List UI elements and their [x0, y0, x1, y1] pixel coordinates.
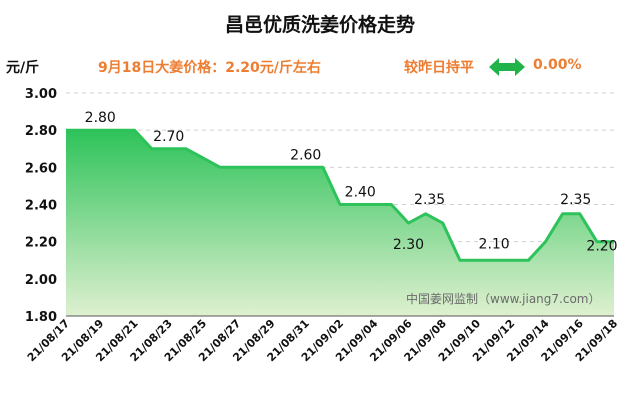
data-label: 2.10 [479, 236, 510, 252]
data-labels: 2.80 2.70 2.60 2.40 2.30 2.35 2.10 2.35 2.20 [85, 110, 618, 255]
comparison-label: 较昨日持平 [404, 60, 474, 76]
x-axis-ticks: 21/08/1721/08/1921/08/2121/08/2321/08/25… [25, 317, 620, 365]
data-label: 2.30 [393, 237, 424, 253]
data-label: 2.80 [85, 110, 116, 126]
y-tick-label: 1.80 [25, 310, 57, 325]
data-label: 2.20 [586, 239, 617, 255]
chart-title: 昌邑优质洗姜价格走势 [224, 14, 415, 36]
data-label: 2.70 [153, 129, 184, 145]
y-unit-label: 元/斤 [6, 60, 40, 76]
y-tick-label: 2.40 [25, 199, 57, 214]
data-label: 2.60 [290, 147, 321, 163]
watermark: 中国姜网监制（www.jiang7.com） [406, 292, 601, 306]
y-tick-label: 2.60 [25, 161, 57, 176]
double-arrow-icon [489, 58, 525, 76]
y-tick-label: 2.20 [25, 236, 57, 251]
y-tick-label: 2.80 [25, 124, 57, 139]
price-area [66, 130, 614, 316]
price-line [66, 128, 614, 262]
y-axis-ticks: 1.80 2.00 2.20 2.40 2.60 2.80 3.00 [25, 87, 57, 325]
data-label: 2.35 [560, 192, 591, 208]
data-label: 2.35 [414, 192, 445, 208]
price-note: 9月18日大姜价格：2.20元/斤左右 [98, 60, 321, 76]
comparison-change: 0.00% [533, 57, 582, 73]
data-label: 2.40 [345, 185, 376, 201]
y-tick-label: 3.00 [25, 87, 57, 102]
y-tick-label: 2.00 [25, 273, 57, 288]
